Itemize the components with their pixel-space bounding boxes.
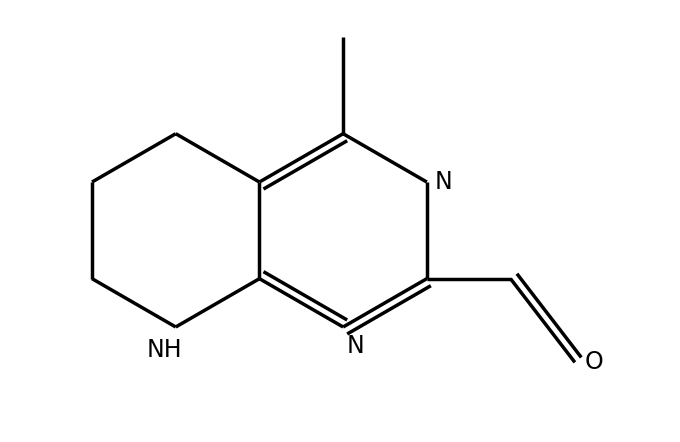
Text: O: O [584,351,603,374]
Text: N: N [435,170,452,194]
Text: NH: NH [147,338,182,362]
Text: N: N [346,335,364,358]
